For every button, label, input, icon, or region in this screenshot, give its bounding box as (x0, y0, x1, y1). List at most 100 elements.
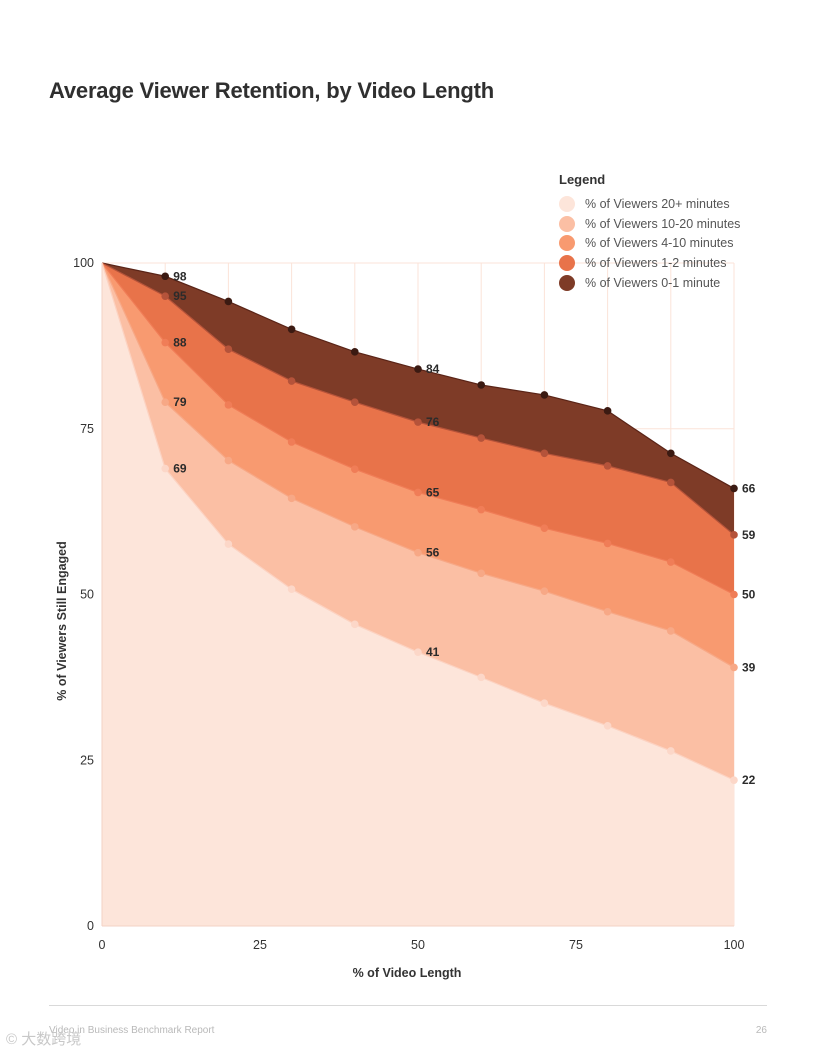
legend-label: % of Viewers 10-20 minutes (585, 216, 741, 231)
legend-label: % of Viewers 4-10 minutes (585, 236, 734, 251)
data-point (667, 478, 675, 487)
data-point (603, 407, 612, 415)
chart-axes: 0 25 50 75 100 0 25 50 75 100 (73, 256, 744, 952)
legend-swatch (559, 235, 575, 252)
data-point (477, 381, 486, 389)
data-point (667, 449, 675, 458)
data-label: 39 (742, 660, 756, 674)
data-point (667, 558, 675, 566)
data-point (351, 398, 359, 407)
data-point (477, 569, 486, 578)
data-point (414, 365, 422, 373)
data-point (730, 663, 738, 672)
data-label: 84 (426, 362, 440, 376)
chart-points (161, 272, 738, 784)
data-point (603, 539, 612, 548)
data-point (287, 494, 296, 503)
data-point (161, 338, 169, 347)
data-point (603, 607, 612, 616)
y-tick-label: 100 (73, 256, 94, 270)
legend-title: Legend (559, 172, 606, 187)
data-point (667, 747, 675, 755)
legend-label: % of Viewers 0-1 minute (585, 276, 721, 291)
data-point (161, 464, 169, 473)
legend-item-4-10-minutes: % of Viewers 4-10 minutes (559, 234, 789, 254)
data-point (477, 673, 486, 682)
data-point (161, 292, 169, 300)
footer-divider (49, 1005, 767, 1006)
data-point (351, 465, 359, 473)
data-point (224, 297, 233, 306)
data-point (540, 449, 549, 458)
y-tick-label: 75 (80, 422, 94, 436)
data-point (477, 434, 486, 442)
data-label: 76 (426, 415, 440, 429)
x-tick-label: 0 (99, 938, 106, 952)
legend-swatch (559, 255, 575, 272)
data-label: 65 (426, 485, 440, 499)
data-point (224, 401, 233, 409)
chart-legend: Legend % of Viewers 20+ minutes % of Vie… (559, 172, 789, 293)
data-point (540, 587, 549, 595)
chart-value-labels: 98 84 66 95 76 59 88 65 50 79 56 39 69 41 22 (173, 269, 755, 787)
data-point (224, 345, 233, 353)
x-tick-label: 50 (411, 938, 425, 952)
data-point (730, 484, 738, 493)
x-tick-label: 25 (253, 938, 267, 952)
data-label: 56 (426, 546, 440, 560)
data-point (603, 462, 612, 470)
data-point (414, 648, 422, 656)
data-point (730, 590, 738, 599)
y-tick-label: 0 (87, 919, 94, 933)
data-point (224, 456, 233, 465)
area-series (102, 263, 734, 926)
data-label: 88 (173, 336, 187, 350)
legend-item-1-2-minutes: % of Viewers 1-2 minutes (559, 253, 789, 273)
data-label: 98 (173, 269, 187, 283)
data-point (540, 391, 549, 399)
data-point (730, 776, 738, 784)
x-tick-label: 100 (724, 938, 745, 952)
data-point (351, 348, 359, 356)
y-tick-label: 50 (80, 588, 94, 602)
data-label: 79 (173, 395, 187, 409)
data-point (603, 721, 612, 730)
x-tick-label: 75 (569, 938, 583, 952)
x-axis-title: % of Video Length (353, 966, 462, 980)
data-point (161, 398, 169, 407)
data-point (287, 377, 296, 385)
data-point (414, 418, 422, 426)
data-label: 95 (173, 289, 187, 303)
legend-item-20-plus-minutes: % of Viewers 20+ minutes (559, 194, 789, 214)
data-label: 41 (426, 645, 440, 659)
data-point (224, 540, 233, 548)
legend-item-0-1-minute: % of Viewers 0-1 minute (559, 273, 789, 293)
data-label: 59 (742, 528, 756, 542)
data-point (287, 438, 296, 446)
data-point (287, 585, 296, 593)
chart-areas (102, 263, 734, 926)
data-label: 66 (742, 481, 756, 495)
data-label: 69 (173, 462, 187, 476)
data-point (351, 523, 359, 531)
data-point (667, 627, 675, 635)
data-point (414, 548, 422, 557)
data-point (161, 272, 169, 281)
data-point (540, 524, 549, 532)
data-point (351, 620, 359, 629)
footer-page-number: 26 (755, 1025, 767, 1036)
data-point (477, 505, 486, 514)
y-axis-title: % of Viewers Still Engaged (55, 541, 69, 701)
y-tick-label: 25 (80, 753, 94, 767)
legend-item-10-20-minutes: % of Viewers 10-20 minutes (559, 214, 789, 234)
legend-label: % of Viewers 20+ minutes (585, 196, 730, 211)
legend-swatch (559, 195, 575, 212)
legend-label: % of Viewers 1-2 minutes (585, 256, 727, 271)
legend-swatch (559, 275, 575, 292)
data-point (287, 325, 296, 334)
data-point (540, 699, 549, 708)
data-label: 22 (742, 773, 756, 787)
data-point (414, 488, 422, 497)
data-point (730, 531, 738, 539)
